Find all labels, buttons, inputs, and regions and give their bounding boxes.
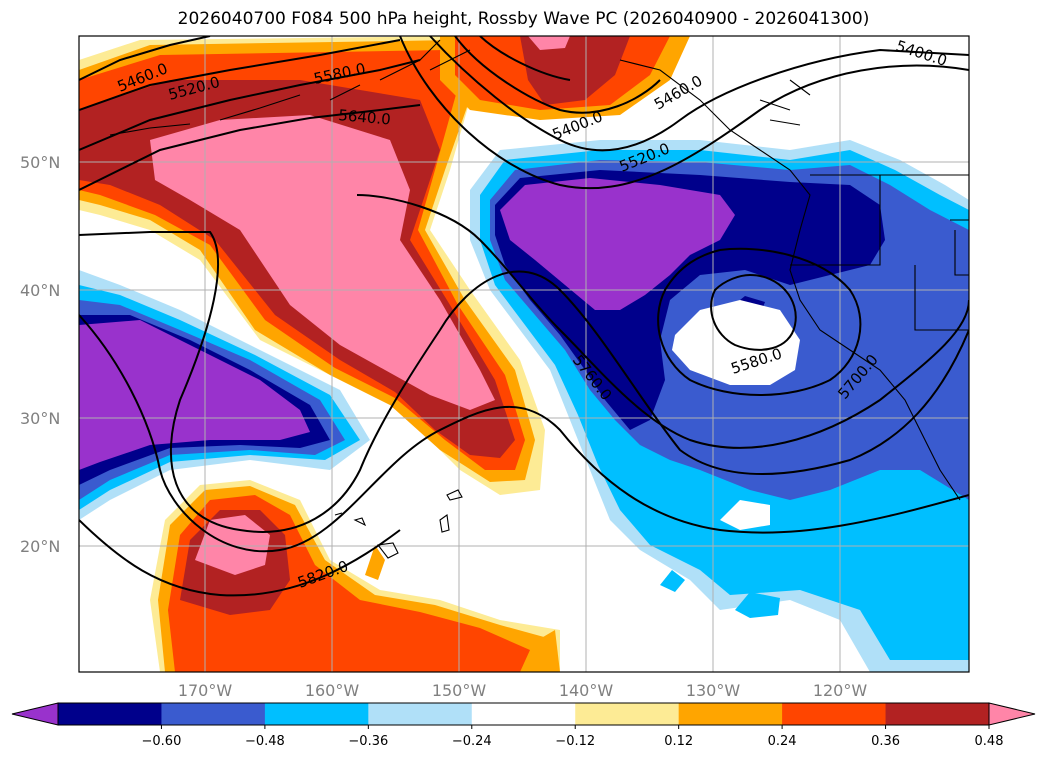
colorbar-tick-label: 0.24: [768, 734, 797, 749]
colorbar-tick-label: −0.12: [555, 734, 595, 749]
negative-anomaly-west: [79, 270, 370, 520]
lon-label: 140°W: [559, 681, 614, 700]
lon-label: 130°W: [686, 681, 741, 700]
colorbar-tick-label: 0.48: [975, 734, 1004, 749]
lat-label: 20°N: [20, 537, 60, 556]
colorbar-segment: [471, 703, 576, 725]
lon-label: 120°W: [813, 681, 868, 700]
lon-label: 160°W: [305, 681, 360, 700]
longitude-labels: 170°W 160°W 150°W 140°W 130°W 120°W: [178, 681, 868, 700]
negative-anomaly-east: [470, 140, 969, 672]
colorbar-tick-label: −0.24: [452, 734, 492, 749]
colorbar-tick-label: 0.36: [871, 734, 900, 749]
colorbar-tick-label: 0.12: [664, 734, 693, 749]
height-contours: [79, 36, 969, 597]
contour-label: 5640.0: [338, 106, 392, 129]
colorbar-right-extension: [988, 702, 1036, 726]
map-frame: [78, 35, 970, 673]
colorbar-segment: [885, 703, 990, 725]
map-panel: 5460.0 5520.0 5580.0 5640.0 5400.0 5460.…: [79, 36, 969, 672]
colorbar-left-extension: [11, 702, 59, 726]
lat-label: 40°N: [20, 281, 60, 300]
colorbar-segment: [264, 703, 369, 725]
lon-label: 170°W: [178, 681, 233, 700]
positive-anomaly-gulf: [440, 36, 690, 120]
colorbar-segment: [58, 703, 162, 725]
colorbar-segment: [368, 703, 473, 725]
colorbar-tick-label: −0.36: [348, 734, 388, 749]
positive-anomaly-north: [79, 36, 545, 495]
colorbar-segment: [161, 703, 266, 725]
lon-label: 150°W: [432, 681, 487, 700]
colorbar-segment: [782, 703, 887, 725]
colorbar-tick-label: −0.48: [245, 734, 285, 749]
lat-label: 50°N: [20, 153, 60, 172]
colorbar-segment: [575, 703, 680, 725]
latitude-labels: 50°N 40°N 30°N 20°N: [20, 153, 60, 556]
colorbar-segment: [678, 703, 783, 725]
lat-label: 30°N: [20, 409, 60, 428]
map-title: 2026040700 F084 500 hPa height, Rossby W…: [177, 9, 870, 29]
colorbar: −0.60 −0.48 −0.36 −0.24 −0.12 0.12 0.24 0.36 0.4…: [11, 702, 1036, 749]
colorbar-tick-label: −0.60: [142, 734, 182, 749]
